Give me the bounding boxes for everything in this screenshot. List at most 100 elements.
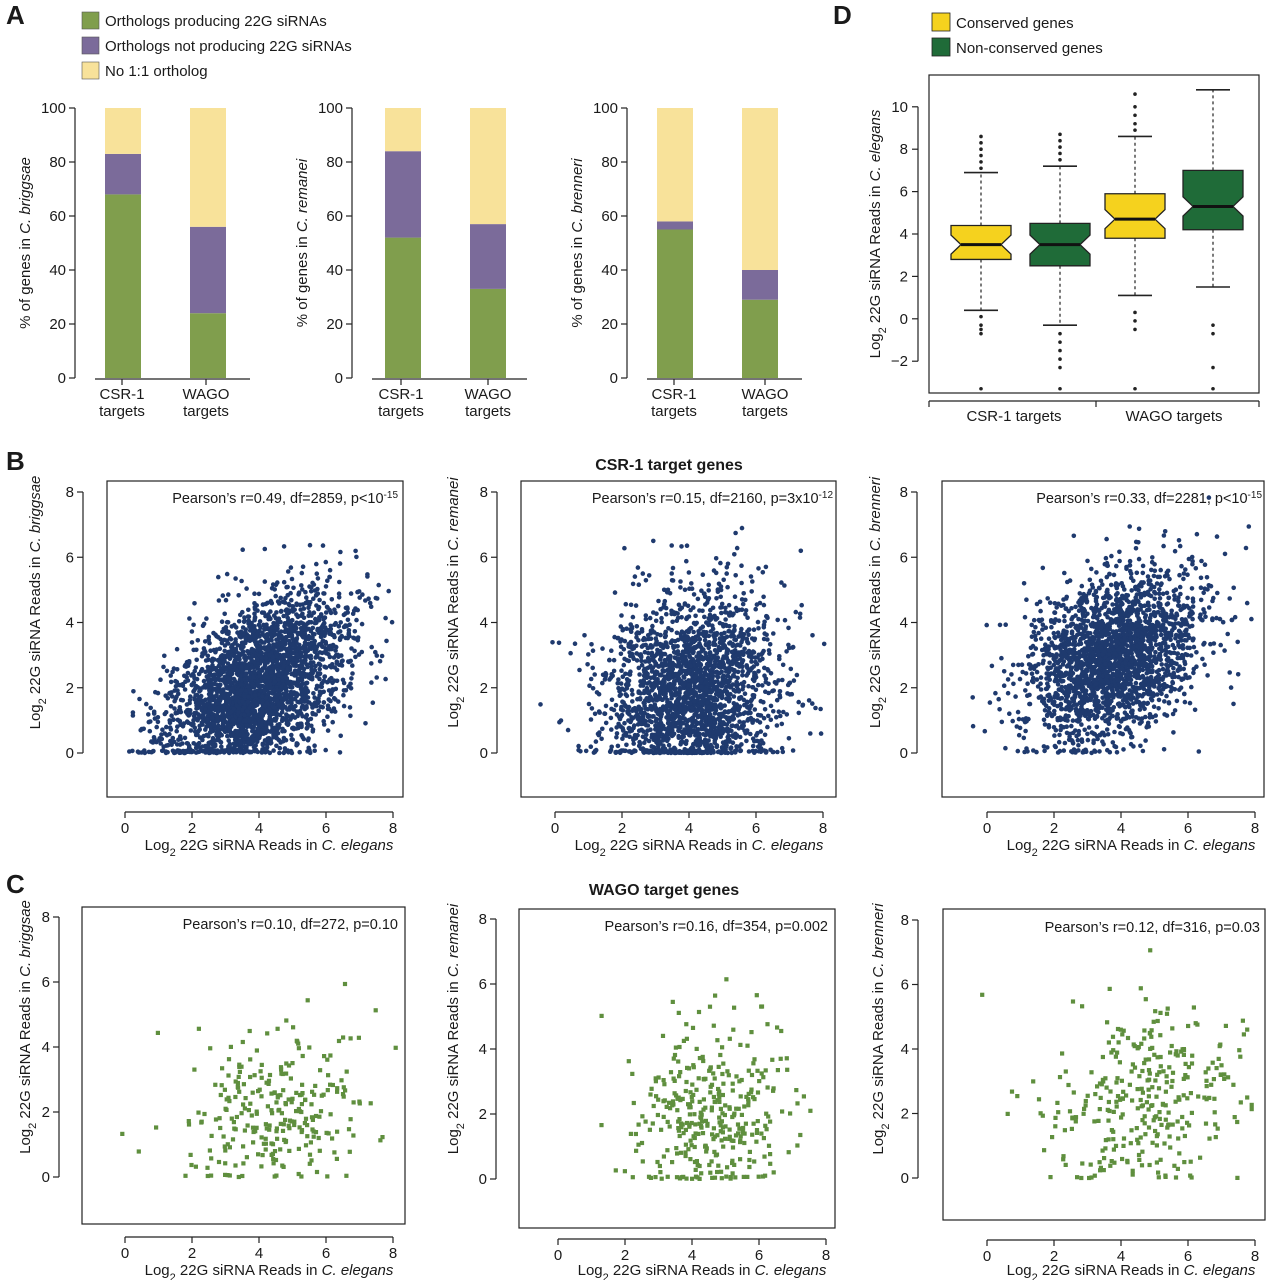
scatter-point [315,627,320,633]
scatter-point [235,690,240,695]
scatter-point [376,582,382,588]
scatter-point [691,592,697,597]
scatter-point [275,580,280,585]
scatter-point [694,670,700,675]
scatter-point [671,610,677,615]
scatter-point [337,750,343,755]
scatter-point [702,591,707,596]
scatter-point [301,615,307,620]
scatter-point [717,681,722,687]
scatter-point [252,615,258,621]
scatter-point [658,654,664,660]
scatter-point [271,705,277,710]
scatter-point [238,612,243,618]
scatter-point [641,700,646,706]
scatter-point [168,679,174,685]
scatter-point [568,650,573,656]
axis-label-species: C. elegans [322,837,394,854]
scatter-point [328,610,334,616]
scatter-point [207,666,212,671]
scatter-point [306,736,311,741]
scatter-point [219,619,225,624]
scatter-point [706,640,712,645]
scatter-point [321,600,327,606]
scatter-point [686,678,691,683]
scatter-point [194,657,199,663]
scatter-point [341,680,347,686]
outlier-point [1211,365,1215,370]
scatter-point [312,743,317,748]
y-axis-label: % of genes in C. briggsae [17,157,34,329]
scatter-point [154,739,159,745]
scatter-point [167,720,173,726]
scatter-point [299,733,304,738]
scatter-point [195,742,201,747]
scatter-point [245,649,250,654]
outlier-point [979,323,983,327]
scatter-point [221,660,226,666]
scatter-point [300,634,306,640]
scatter-point [630,699,635,704]
scatter-point [762,732,768,738]
x-tick-label: 8 [389,820,397,837]
scatter-point [307,610,312,615]
y-tick-label: 40 [326,262,343,279]
scatter-point [330,719,336,725]
x-tick-label: 6 [752,820,760,837]
scatter-point [203,749,209,754]
y-tick-label: 8 [480,484,488,501]
scatter-point [262,688,267,694]
scatter-point [288,748,294,754]
scatter-point [659,619,664,625]
scatter-point [224,684,229,689]
scatter-point [693,718,698,724]
scatter-point [648,695,654,701]
scatter-point [550,640,555,645]
scatter-point [622,656,627,662]
axis-label-species: C. briggsae [27,476,44,553]
scatter-point [709,671,714,676]
scatter-point [302,660,308,665]
scatter-point [203,727,208,732]
scatter-point [288,565,294,570]
scatter-point [357,595,363,600]
scatter-point [650,623,655,629]
scatter-point [719,636,724,641]
scatter-point [711,568,717,573]
scatter-point [325,728,331,733]
scatter-point [170,735,176,741]
scatter-point [784,712,790,717]
scatter-point [210,703,215,708]
scatter-point [726,658,731,664]
scatter-point [700,707,705,713]
scatter-point [653,719,659,724]
scatter-point [607,677,612,682]
scatter-point [230,686,235,691]
scatter-point [588,744,594,749]
scatter-point [703,602,708,607]
scatter-point [576,743,581,749]
scatter-point [311,610,317,615]
scatter-point [314,592,319,598]
scatter-point [704,620,709,625]
scatter-point [746,627,752,632]
bar-segment [105,108,141,154]
scatter-point [165,742,171,748]
scatter-point [321,718,327,724]
scatter-point [727,739,732,744]
scatter-point [237,717,242,722]
scatter-point [643,578,649,583]
scatter-point [343,688,349,693]
scatter-point [761,636,767,642]
scatter-point [216,734,222,739]
panel-letter-a: A [6,0,25,30]
scatter-point [277,750,282,756]
scatter-point [768,703,774,709]
y-tick-label: 60 [601,208,618,225]
outlier-point [1133,327,1137,332]
scatter-point [772,680,778,685]
scatter-point [238,750,243,755]
scatter-point [206,675,211,680]
scatter-point [285,592,291,598]
outlier-point [1133,105,1137,109]
